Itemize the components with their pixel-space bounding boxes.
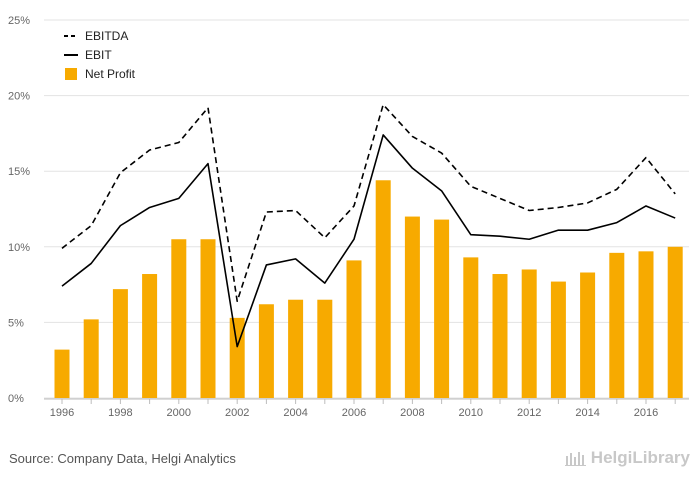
bar-net-profit [54,349,70,398]
x-tick-label: 2010 [459,407,483,419]
line-ebitda [61,103,676,303]
legend-label: EBITDA [85,29,128,43]
bar-net-profit [317,299,333,398]
bar-net-profit [638,251,654,398]
line-ebit [61,134,676,348]
bar-net-profit [492,274,508,398]
x-tick-label: 1996 [50,407,74,419]
bar-net-profit [463,257,479,398]
bar-net-profit [521,269,537,398]
legend-label: EBIT [85,48,112,62]
y-tick-label: 10% [8,242,30,254]
bar-net-profit [83,319,99,398]
x-tick-label: 2012 [517,407,541,419]
bar-net-profit [404,216,420,398]
x-tick-label: 2000 [167,407,191,419]
library-icon [564,452,586,466]
source-note: Source: Company Data, Helgi Analytics [9,451,236,466]
bar-net-profit [288,299,304,398]
bar-net-profit [142,274,158,398]
y-tick-label: 15% [8,166,30,178]
bar-net-profit [112,289,128,398]
legend-label: Net Profit [85,67,136,81]
chart: 0% 5% 10% 15% 20% 25% 1996 1998 2000 2002 2004 2006… [8,15,689,419]
bar-net-profit [171,239,187,398]
bar-net-profit [609,252,625,398]
y-tick-label: 20% [8,91,30,103]
legend-swatch [65,68,77,80]
bar-net-profit [258,304,274,398]
bar-net-profit [434,219,450,398]
x-tick-label: 2008 [400,407,424,419]
x-tick-label: 2016 [634,407,658,419]
brand-logo: HelgiLibrary [564,448,690,468]
bar-net-profit [200,239,216,398]
brand-name: HelgiLibrary [590,448,690,467]
bar-net-profit [580,272,596,398]
y-tick-label: 5% [8,317,24,329]
x-tick-label: 2014 [575,407,599,419]
bar-net-profit [550,281,566,398]
x-tick-label: 2006 [342,407,366,419]
x-tick-label: 2002 [225,407,249,419]
y-tick-label: 0% [8,393,24,405]
x-tick-label: 2004 [283,407,307,419]
bar-net-profit [346,260,362,398]
bar-net-profit [667,246,683,398]
y-tick-label: 25% [8,15,30,27]
x-tick-label: 1998 [108,407,132,419]
bar-net-profit [375,180,391,398]
